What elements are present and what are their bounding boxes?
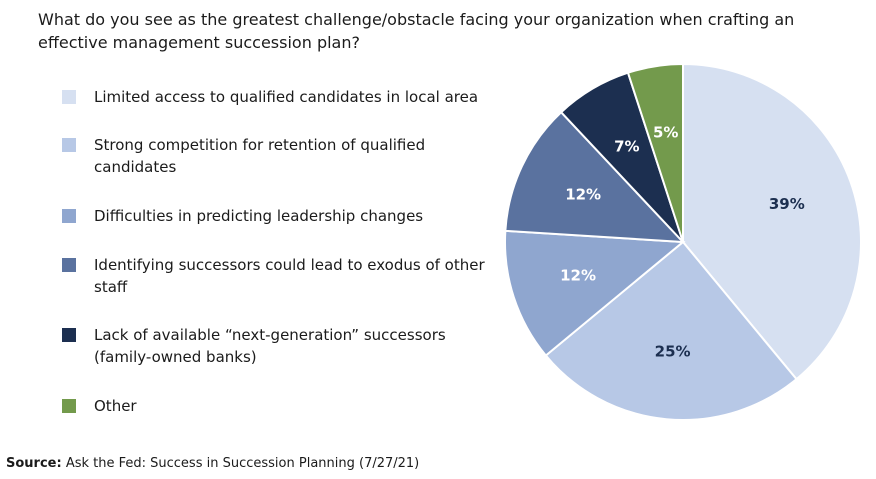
legend-item: Identifying successors could lead to exo…	[62, 254, 492, 298]
pie-slice	[504, 229, 686, 357]
pie-slice	[504, 110, 686, 244]
legend-swatch	[62, 328, 76, 342]
source-label: Source:	[6, 456, 62, 471]
source: Source: Ask the Fed: Success in Successi…	[6, 456, 419, 471]
pie-slice	[544, 240, 798, 421]
data-label: 7%	[614, 138, 639, 156]
legend-label: Strong competition for retention of qual…	[94, 136, 426, 176]
legend-item: Limited access to qualified candidates i…	[62, 86, 492, 108]
data-label: 5%	[653, 123, 678, 141]
legend-swatch	[62, 138, 76, 152]
data-label: 12%	[565, 186, 601, 204]
legend-item: Other	[62, 395, 492, 417]
pie-slice	[626, 62, 684, 243]
legend-label: Limited access to qualified candidates i…	[94, 88, 479, 106]
legend-swatch	[62, 209, 76, 223]
source-text: Ask the Fed: Success in Succession Plann…	[65, 456, 420, 471]
legend-label: Lack of available “next-generation” succ…	[94, 326, 446, 366]
legend-label: Identifying successors could lead to exo…	[94, 256, 485, 296]
data-label: 25%	[655, 342, 691, 360]
legend-swatch	[62, 90, 76, 104]
legend-swatch	[62, 399, 76, 413]
legend-label: Difficulties in predicting leadership ch…	[94, 207, 424, 225]
legend-item: Lack of available “next-generation” succ…	[62, 324, 492, 368]
legend-item: Strong competition for retention of qual…	[62, 134, 492, 178]
legend-item: Difficulties in predicting leadership ch…	[62, 205, 492, 227]
chart-title: What do you see as the greatest challeng…	[38, 10, 795, 52]
data-label: 39%	[769, 195, 805, 213]
pie-slice	[682, 62, 862, 381]
legend-swatch	[62, 258, 76, 272]
data-label: 12%	[560, 267, 596, 285]
legend-label: Other	[94, 397, 137, 415]
